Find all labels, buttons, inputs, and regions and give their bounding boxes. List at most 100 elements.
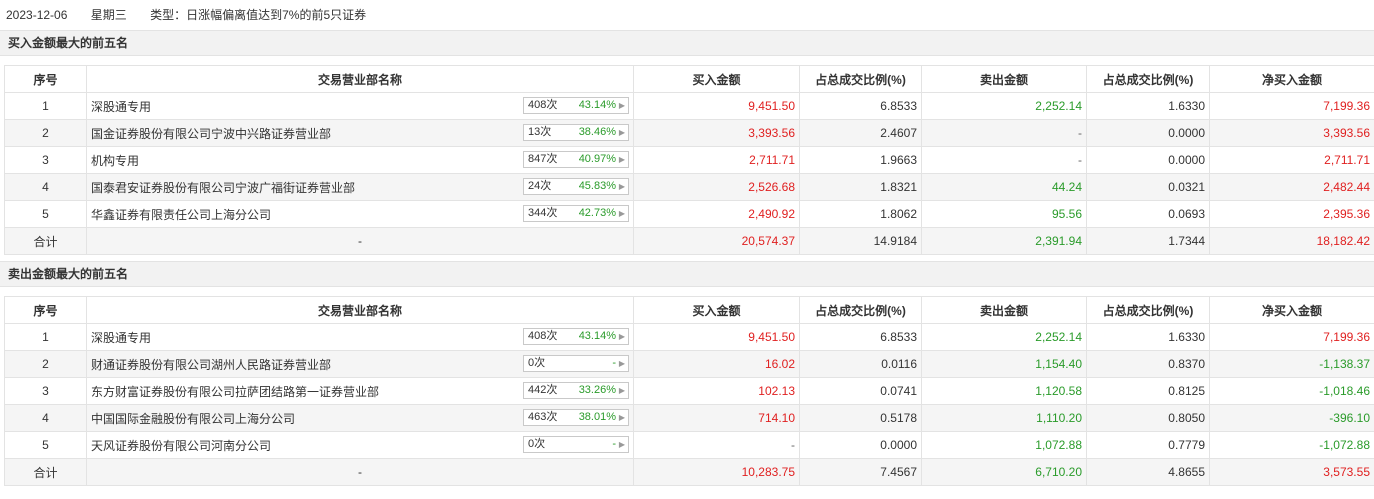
sell-table-header: 序号 交易营业部名称 买入金额 占总成交比例(%) 卖出金额 占总成交比例(%)… xyxy=(4,296,1374,324)
broker-cell: 财通证券股份有限公司湖州人民路证券营业部 0次 - ▶ xyxy=(86,350,634,378)
win-rate: - xyxy=(612,357,616,369)
broker-name-link[interactable]: 天风证券股份有限公司河南分公司 xyxy=(91,438,272,453)
table-row: 2 财通证券股份有限公司湖州人民路证券营业部 0次 - ▶ 16.02 0.0116 1,15… xyxy=(4,350,1374,378)
sell-ratio: 0.8050 xyxy=(1086,404,1210,432)
broker-name-link[interactable]: 机构专用 xyxy=(91,153,140,168)
col-sell: 卖出金额 xyxy=(921,65,1087,93)
broker-name-link[interactable]: 财通证券股份有限公司湖州人民路证券营业部 xyxy=(91,357,332,372)
table-row: 4 中国国际金融股份有限公司上海分公司 463次 38.01% ▶ 714.10 0.517… xyxy=(4,404,1374,432)
win-rate: 38.01% xyxy=(578,411,616,423)
trade-count: 408次 xyxy=(528,330,558,342)
sell-amount: 1,120.58 xyxy=(921,377,1087,405)
row-index: 1 xyxy=(4,323,87,351)
sell-ratio: 0.0693 xyxy=(1086,200,1210,228)
net-amount: -1,138.37 xyxy=(1209,350,1374,378)
trade-count-badge[interactable]: 0次 - ▶ xyxy=(523,436,629,453)
total-label: 合计 xyxy=(4,458,87,486)
net-amount: -1,072.88 xyxy=(1209,431,1374,459)
win-rate: 45.83% xyxy=(578,180,616,192)
sell-amount: 2,252.14 xyxy=(921,92,1087,120)
broker-name-link[interactable]: 中国国际金融股份有限公司上海分公司 xyxy=(91,411,296,426)
trade-count-badge[interactable]: 408次 43.14% ▶ xyxy=(523,328,629,345)
buy-amount: 16.02 xyxy=(633,350,800,378)
win-rate: 43.14% xyxy=(578,330,616,342)
win-rate: 42.73% xyxy=(578,207,616,219)
caret-right-icon: ▶ xyxy=(618,440,625,449)
row-index: 4 xyxy=(4,404,87,432)
total-buy: 20,574.37 xyxy=(633,227,800,255)
trade-count: 0次 xyxy=(528,438,546,450)
col-broker: 交易营业部名称 xyxy=(86,296,634,324)
sell-amount: - xyxy=(921,146,1087,174)
caret-right-icon: ▶ xyxy=(618,386,625,395)
buy-amount: 2,490.92 xyxy=(633,200,800,228)
sell-ratio: 0.0321 xyxy=(1086,173,1210,201)
broker-name-link[interactable]: 国泰君安证券股份有限公司宁波广福街证券营业部 xyxy=(91,180,356,195)
trade-count-badge[interactable]: 344次 42.73% ▶ xyxy=(523,205,629,222)
trade-count-badge[interactable]: 463次 38.01% ▶ xyxy=(523,409,629,426)
total-sell: 2,391.94 xyxy=(921,227,1087,255)
total-name: - xyxy=(86,227,634,255)
net-amount: 3,393.56 xyxy=(1209,119,1374,147)
trade-count-badge[interactable]: 24次 45.83% ▶ xyxy=(523,178,629,195)
col-buy: 买入金额 xyxy=(633,296,800,324)
buy-amount: - xyxy=(633,431,800,459)
table-row: 5 天风证券股份有限公司河南分公司 0次 - ▶ -0.0000 1,072.88 0.777… xyxy=(4,431,1374,459)
broker-cell: 东方财富证券股份有限公司拉萨团结路第一证券营业部 442次 33.26% ▶ xyxy=(86,377,634,405)
broker-name-link[interactable]: 东方财富证券股份有限公司拉萨团结路第一证券营业部 xyxy=(91,384,380,399)
net-amount: 7,199.36 xyxy=(1209,323,1374,351)
table-row: 1 深股通专用 408次 43.14% ▶ 9,451.50 6.8533 2,252.14 1… xyxy=(4,92,1374,120)
win-rate: 38.46% xyxy=(578,126,616,138)
broker-name-link[interactable]: 深股通专用 xyxy=(91,99,152,114)
row-index: 4 xyxy=(4,173,87,201)
net-amount: 2,395.36 xyxy=(1209,200,1374,228)
total-net: 3,573.55 xyxy=(1209,458,1374,486)
col-sell-ratio: 占总成交比例(%) xyxy=(1086,65,1210,93)
trade-count-badge[interactable]: 847次 40.97% ▶ xyxy=(523,151,629,168)
broker-name-link[interactable]: 华鑫证券有限责任公司上海分公司 xyxy=(91,207,272,222)
broker-cell: 国泰君安证券股份有限公司宁波广福街证券营业部 24次 45.83% ▶ xyxy=(86,173,634,201)
trade-count-badge[interactable]: 442次 33.26% ▶ xyxy=(523,382,629,399)
broker-name-link[interactable]: 深股通专用 xyxy=(91,330,152,345)
net-amount: -396.10 xyxy=(1209,404,1374,432)
total-row: 合计 -20,574.37 14.9184 2,391.94 1.7344 18,182.… xyxy=(4,227,1374,255)
total-buy-ratio: 7.4567 xyxy=(799,458,922,486)
buy-amount: 9,451.50 xyxy=(633,92,800,120)
col-sell-ratio: 占总成交比例(%) xyxy=(1086,296,1210,324)
trade-count-badge[interactable]: 13次 38.46% ▶ xyxy=(523,124,629,141)
broker-cell: 机构专用 847次 40.97% ▶ xyxy=(86,146,634,174)
buy-ratio: 0.0116 xyxy=(799,350,922,378)
trade-count-badge[interactable]: 408次 43.14% ▶ xyxy=(523,97,629,114)
win-rate: 40.97% xyxy=(578,153,616,165)
header-line: 2023-12-06 星期三 类型：日涨幅偏离值达到7%的前5只证券 xyxy=(0,0,1374,30)
broker-cell: 华鑫证券有限责任公司上海分公司 344次 42.73% ▶ xyxy=(86,200,634,228)
net-amount: -1,018.46 xyxy=(1209,377,1374,405)
broker-name-link[interactable]: 国金证券股份有限公司宁波中兴路证券营业部 xyxy=(91,126,332,141)
sell-ratio: 0.0000 xyxy=(1086,146,1210,174)
col-net: 净买入金额 xyxy=(1209,65,1374,93)
trade-count-badge[interactable]: 0次 - ▶ xyxy=(523,355,629,372)
table-row: 1 深股通专用 408次 43.14% ▶ 9,451.50 6.8533 2,252.14 1… xyxy=(4,323,1374,351)
broker-cell: 天风证券股份有限公司河南分公司 0次 - ▶ xyxy=(86,431,634,459)
total-net: 18,182.42 xyxy=(1209,227,1374,255)
broker-cell: 深股通专用 408次 43.14% ▶ xyxy=(86,92,634,120)
sell-amount: 1,154.40 xyxy=(921,350,1087,378)
caret-right-icon: ▶ xyxy=(618,413,625,422)
buy-table: 序号 交易营业部名称 买入金额 占总成交比例(%) 卖出金额 占总成交比例(%)… xyxy=(4,65,1374,255)
broker-cell: 国金证券股份有限公司宁波中兴路证券营业部 13次 38.46% ▶ xyxy=(86,119,634,147)
row-index: 1 xyxy=(4,92,87,120)
total-sell-ratio: 1.7344 xyxy=(1086,227,1210,255)
win-rate: - xyxy=(612,438,616,450)
col-buy-ratio: 占总成交比例(%) xyxy=(799,296,922,324)
col-index: 序号 xyxy=(4,65,87,93)
row-index: 5 xyxy=(4,200,87,228)
header-weekday: 星期三 xyxy=(90,8,127,22)
net-amount: 2,711.71 xyxy=(1209,146,1374,174)
sell-ratio: 0.8370 xyxy=(1086,350,1210,378)
buy-amount: 714.10 xyxy=(633,404,800,432)
sell-amount: 2,252.14 xyxy=(921,323,1087,351)
table-row: 3 机构专用 847次 40.97% ▶ 2,711.71 1.9663-0.0000 2,7… xyxy=(4,146,1374,174)
col-net: 净买入金额 xyxy=(1209,296,1374,324)
trade-count: 442次 xyxy=(528,384,558,396)
total-label: 合计 xyxy=(4,227,87,255)
